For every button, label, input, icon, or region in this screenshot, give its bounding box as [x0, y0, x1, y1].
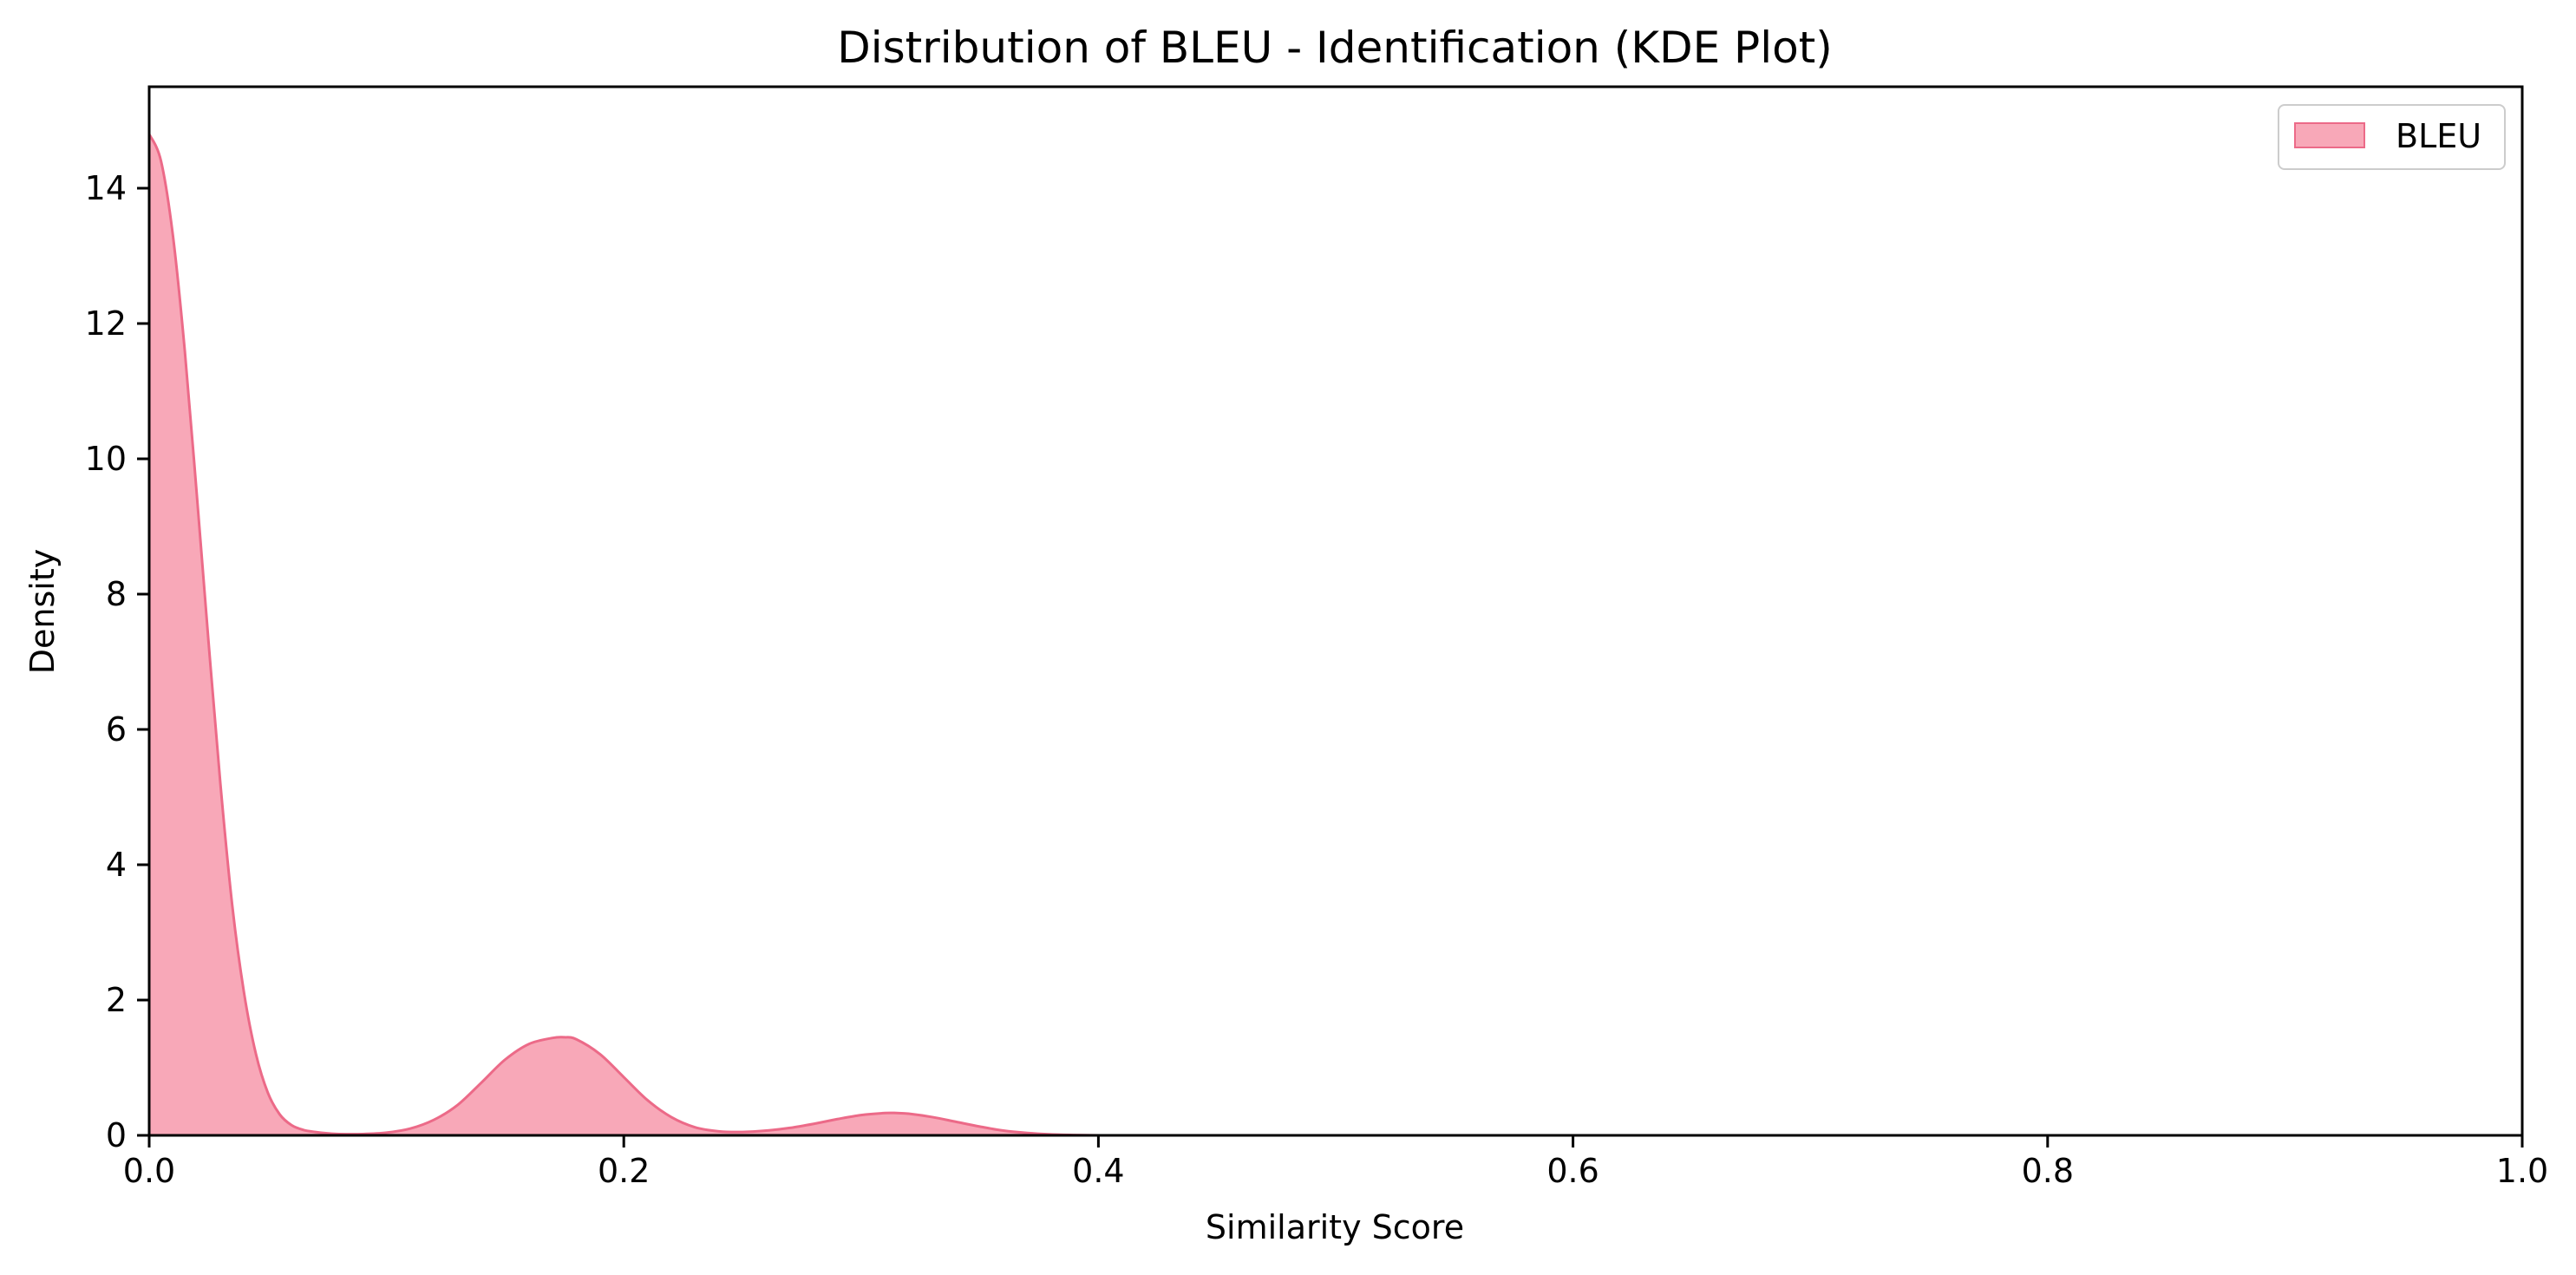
y-axis: 0 2 4 6 8 10 12 14 [85, 169, 149, 1154]
y-tick-label: 10 [85, 440, 127, 478]
axes-frame [147, 85, 2524, 1137]
y-axis-label: Density [23, 549, 62, 674]
legend: BLEU [2278, 104, 2506, 170]
y-tick-label: 6 [106, 710, 127, 749]
x-axis: 0.0 0.2 0.4 0.6 0.8 1.0 [123, 1135, 2548, 1190]
x-tick-label: 0.0 [123, 1152, 175, 1190]
y-tick-label: 14 [85, 169, 127, 207]
y-tick-label: 12 [85, 304, 127, 343]
x-tick-label: 1.0 [2496, 1152, 2548, 1190]
x-tick-label: 0.4 [1072, 1152, 1124, 1190]
y-tick-label: 0 [106, 1116, 127, 1154]
plot-area [147, 133, 1099, 1137]
x-tick-label: 0.6 [1546, 1152, 1599, 1190]
y-tick-label: 4 [106, 846, 127, 884]
x-tick-label: 0.8 [2022, 1152, 2074, 1190]
kde-area-bleu [149, 134, 1099, 1136]
kde-line-bleu [147, 133, 1099, 1137]
y-tick-label: 8 [106, 575, 127, 613]
legend-swatch-bleu [2294, 122, 2365, 148]
legend-label-bleu: BLEU [2396, 117, 2481, 155]
y-tick-label: 2 [106, 981, 127, 1019]
x-tick-label: 0.2 [598, 1152, 650, 1190]
legend-frame [2278, 104, 2506, 170]
x-axis-label: Similarity Score [1206, 1208, 1464, 1246]
chart-title: Distribution of BLEU - Identification (K… [837, 23, 1833, 73]
